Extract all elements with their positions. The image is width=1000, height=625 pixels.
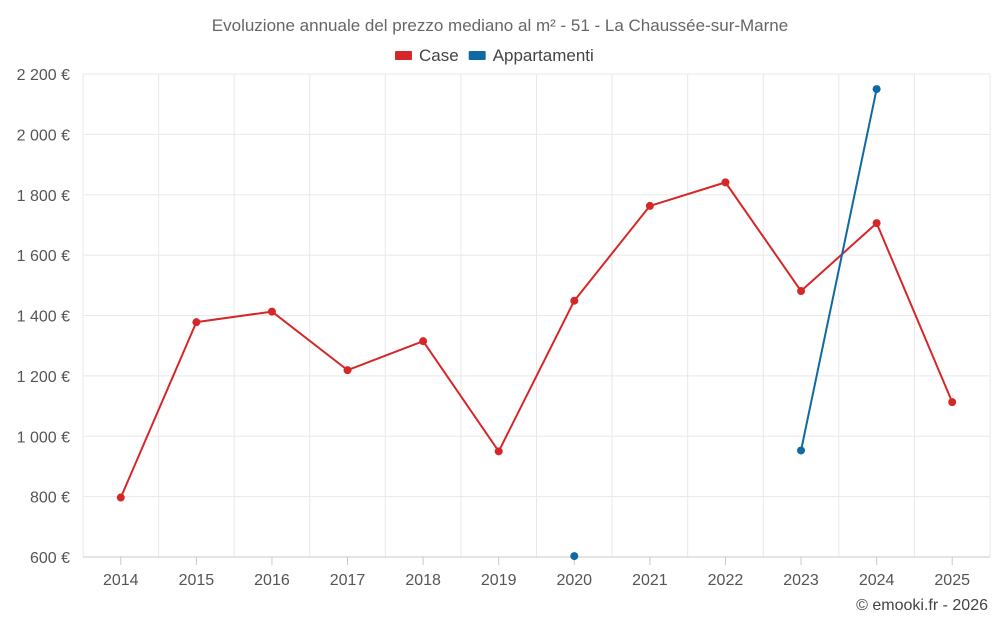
data-point-appartamenti xyxy=(872,85,881,94)
y-tick-label: 1 400 € xyxy=(17,309,70,326)
x-tick-label: 2018 xyxy=(405,572,441,589)
legend-label-appartamenti: Appartamenti xyxy=(493,46,594,65)
x-tick-label: 2015 xyxy=(179,572,215,589)
legend-swatch-appartamenti xyxy=(468,51,486,60)
x-tick-label: 2023 xyxy=(783,572,819,589)
y-tick-label: 1 000 € xyxy=(17,429,70,446)
data-point-case xyxy=(872,219,881,228)
x-tick-label: 2020 xyxy=(556,572,592,589)
data-point-appartamenti xyxy=(570,552,579,561)
series-line-appartamenti xyxy=(800,88,878,451)
data-point-case xyxy=(419,337,428,346)
data-point-case xyxy=(116,493,125,502)
data-point-case xyxy=(645,201,654,210)
series-appartamenti xyxy=(570,85,881,561)
y-tick-label: 800 € xyxy=(30,490,70,507)
x-tick-label: 2022 xyxy=(708,572,744,589)
data-point-case xyxy=(721,178,730,187)
data-point-case xyxy=(948,398,957,407)
data-point-case xyxy=(192,318,201,327)
copyright-credit: © emooki.fr - 2026 xyxy=(856,597,988,614)
x-tick-label: 2014 xyxy=(103,572,139,589)
data-point-case xyxy=(343,366,352,375)
data-point-appartamenti xyxy=(797,446,806,455)
x-tick-label: 2024 xyxy=(859,572,895,589)
series-layer xyxy=(116,85,957,561)
y-tick-label: 600 € xyxy=(30,550,70,567)
grid xyxy=(82,73,991,557)
data-point-case xyxy=(267,307,276,316)
legend-swatch-case xyxy=(395,51,412,60)
legend: Case Appartamenti xyxy=(395,46,594,65)
y-tick-label: 1 800 € xyxy=(17,188,70,205)
y-tick-label: 1 200 € xyxy=(17,369,70,386)
chart-title: Evoluzione annuale del prezzo mediano al… xyxy=(212,16,788,35)
series-case xyxy=(116,178,957,502)
y-tick-label: 2 200 € xyxy=(17,67,70,84)
data-point-case xyxy=(797,287,806,296)
x-tick-label: 2019 xyxy=(481,572,517,589)
series-line-case xyxy=(119,181,954,498)
y-tick-label: 1 600 € xyxy=(17,248,70,265)
axes: 600 € 800 € 1 000 € 1 200 € 1 400 € 1 600 € 1 … xyxy=(17,67,990,589)
y-tick-label: 2 000 € xyxy=(17,127,70,144)
x-tick-label: 2021 xyxy=(632,572,668,589)
legend-label-case: Case xyxy=(419,46,459,65)
x-tick-label: 2016 xyxy=(254,572,290,589)
data-point-case xyxy=(570,296,579,305)
data-point-case xyxy=(494,447,503,456)
x-tick-label: 2025 xyxy=(934,572,970,589)
x-tick-label: 2017 xyxy=(330,572,366,589)
